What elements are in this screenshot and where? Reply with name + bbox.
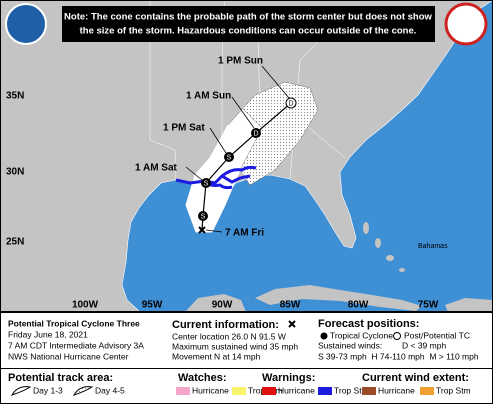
legend-item: Trop Stm <box>436 385 471 395</box>
lon-label: 90W <box>212 300 233 311</box>
swatch-day13 <box>10 386 32 396</box>
yucatan <box>185 294 246 312</box>
storm-title: Potential Tropical Cyclone Three <box>8 318 140 328</box>
marker-label: S <box>201 213 206 220</box>
swatch-hurricane-warning <box>262 387 276 395</box>
forecast-time: 1 AM Sun <box>186 91 231 102</box>
lon-label: 80W <box>348 300 369 311</box>
lat-label: 25N <box>6 237 24 248</box>
note-box <box>62 6 435 42</box>
lon-label: 75W <box>418 300 439 311</box>
ptc-icon <box>393 332 401 340</box>
swatch-ts-wind <box>420 387 434 395</box>
cuba <box>255 285 422 311</box>
place-label: Bahamas <box>418 243 448 250</box>
forecast-time: 1 AM Sat <box>135 163 178 174</box>
forecast-ptc: Post/Potential TC <box>404 330 470 340</box>
current-heading: Current information: <box>172 319 279 331</box>
forecast-leaders <box>185 65 290 233</box>
current-movement: Movement N at 14 mph <box>172 351 261 361</box>
forecast-tc: Tropical Cyclone <box>330 330 393 340</box>
legend-item: Trop Stm <box>334 385 369 395</box>
tc-icon <box>320 332 328 340</box>
legend-heading: Warnings: <box>262 372 315 384</box>
marker-label: S <box>204 180 209 187</box>
note: Note: The cone contains the probable pat… <box>64 12 432 23</box>
advisory: 7 AM CDT Intermediate Advisory 3A <box>8 340 144 350</box>
noaa-logo <box>5 3 47 45</box>
winds-d: D < 39 mph <box>402 340 446 350</box>
lon-label: 100W <box>72 300 99 311</box>
swatch-ts-warning <box>318 387 332 395</box>
winds-heading: Sustained winds: <box>318 340 382 350</box>
lat-label: 35N <box>6 91 24 102</box>
map: D D S S S 1 PM Sun 1 AM Sun 1 PM Sat 1 A… <box>0 0 493 313</box>
legend-item: Day 4-5 <box>95 385 125 395</box>
forecast-time: 1 PM Sun <box>218 56 263 67</box>
lon-label: 85W <box>280 300 301 311</box>
storm-date: Friday June 18, 2021 <box>8 329 88 339</box>
swatch-hurricane-wind <box>362 387 376 395</box>
swatch-day45 <box>72 386 94 396</box>
hispaniola <box>445 298 493 312</box>
info-panel <box>0 312 493 369</box>
current-icon <box>288 320 296 328</box>
swatch-ts-watch <box>232 387 246 395</box>
marker-label: S <box>227 154 232 161</box>
legend-item: Day 1-3 <box>33 385 63 395</box>
marker-label: D <box>288 100 293 107</box>
lat-label: 30N <box>6 167 24 178</box>
legend-item: Hurricane <box>192 385 229 395</box>
office: NWS National Hurricane Center <box>8 351 129 361</box>
current-position <box>198 226 206 234</box>
lon-label: 95W <box>142 300 163 311</box>
bahamas-islands <box>363 222 405 272</box>
legend-panel <box>0 368 493 404</box>
marker-label: D <box>253 130 258 137</box>
winds-categories: S 39-73 mph H 74-110 mph M > 110 mph <box>318 351 479 361</box>
current-wind: Maximum sustained wind 35 mph <box>172 341 298 351</box>
legend-item: Hurricane <box>378 385 415 395</box>
markers: D D S S S <box>198 97 297 234</box>
nws-logo <box>444 2 488 46</box>
legend-heading: Potential track area: <box>8 372 113 384</box>
cone-day-4-5 <box>227 81 319 186</box>
note: the size of the storm. Hazardous conditi… <box>80 26 417 37</box>
forecast-time: 1 PM Sat <box>163 123 205 134</box>
legend-heading: Current wind extent: <box>362 372 469 384</box>
swatch-hurricane-watch <box>176 387 190 395</box>
legend-heading: Watches: <box>178 372 227 384</box>
legend-item: Hurricane <box>278 385 315 395</box>
forecast-heading: Forecast positions: <box>318 318 419 330</box>
current-location: Center location 26.0 N 91.5 W <box>172 331 286 341</box>
forecast-time: 7 AM Fri <box>225 228 264 239</box>
